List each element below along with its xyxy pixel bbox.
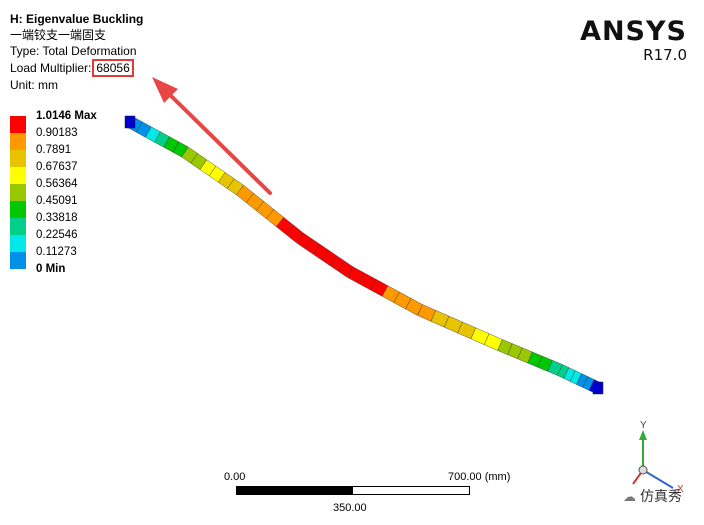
result-subtitle: 一端铰支一端固支 xyxy=(10,28,107,42)
scale-right-label: 700.00 (mm) xyxy=(448,471,511,483)
legend-swatch xyxy=(10,150,26,167)
legend-label: 0.90183 xyxy=(36,127,78,139)
logo-release: R17.0 xyxy=(643,46,687,64)
scale-bar-black xyxy=(236,486,353,495)
result-type: Type: Total Deformation xyxy=(10,44,137,58)
legend-swatch xyxy=(10,184,26,201)
result-header: H: Eigenvalue Buckling 一端铰支一端固支 Type: To… xyxy=(10,11,143,93)
watermark: ☁ 仿真秀 xyxy=(623,486,682,506)
logo-brand: ANSYS xyxy=(580,16,687,47)
load-multiplier-label: Load Multiplier: xyxy=(10,61,92,75)
load-multiplier-value: 68056 xyxy=(92,59,134,77)
legend-swatch xyxy=(10,218,26,235)
legend-swatch xyxy=(10,116,26,133)
legend-swatch xyxy=(10,201,26,218)
legend-swatch xyxy=(10,167,26,184)
buckled-beam xyxy=(124,115,604,395)
ansys-logo: ANSYS R17.0 xyxy=(580,16,687,65)
result-unit: Unit: mm xyxy=(10,78,58,92)
wechat-icon: ☁ xyxy=(623,489,636,504)
beam-end-cap xyxy=(592,381,604,395)
scale-bar-white xyxy=(352,486,470,495)
legend-label: 0.67637 xyxy=(36,161,78,173)
load-multiplier-row: Load Multiplier: 68056 xyxy=(10,59,143,77)
legend-label-min: 0 Min xyxy=(36,263,66,275)
beam-element xyxy=(547,360,563,376)
scale-left-label: 0.00 xyxy=(224,471,246,483)
legend-label: 0.33818 xyxy=(36,212,78,224)
result-title: H: Eigenvalue Buckling xyxy=(10,12,144,26)
coordinate-triad: Y X xyxy=(632,420,684,495)
legend-swatch xyxy=(10,252,26,269)
legend-label: 0.11273 xyxy=(36,246,77,258)
legend-swatch xyxy=(10,133,26,150)
triad-x-label: X xyxy=(677,484,684,495)
watermark-text: 仿真秀 xyxy=(640,488,682,504)
legend-label: 0.45091 xyxy=(36,195,78,207)
legend-swatch xyxy=(10,235,26,252)
beam-element xyxy=(227,178,244,196)
beam-end-cap xyxy=(124,115,136,129)
legend-label-max: 1.0146 Max xyxy=(36,110,97,122)
legend-label: 0.22546 xyxy=(36,229,78,241)
triad-y-label: Y xyxy=(640,420,647,431)
legend-label: 0.7891 xyxy=(36,144,72,156)
annotation-arrow xyxy=(152,77,272,195)
scale-mid-label: 350.00 xyxy=(333,502,367,514)
legend-label: 0.56364 xyxy=(36,178,78,190)
